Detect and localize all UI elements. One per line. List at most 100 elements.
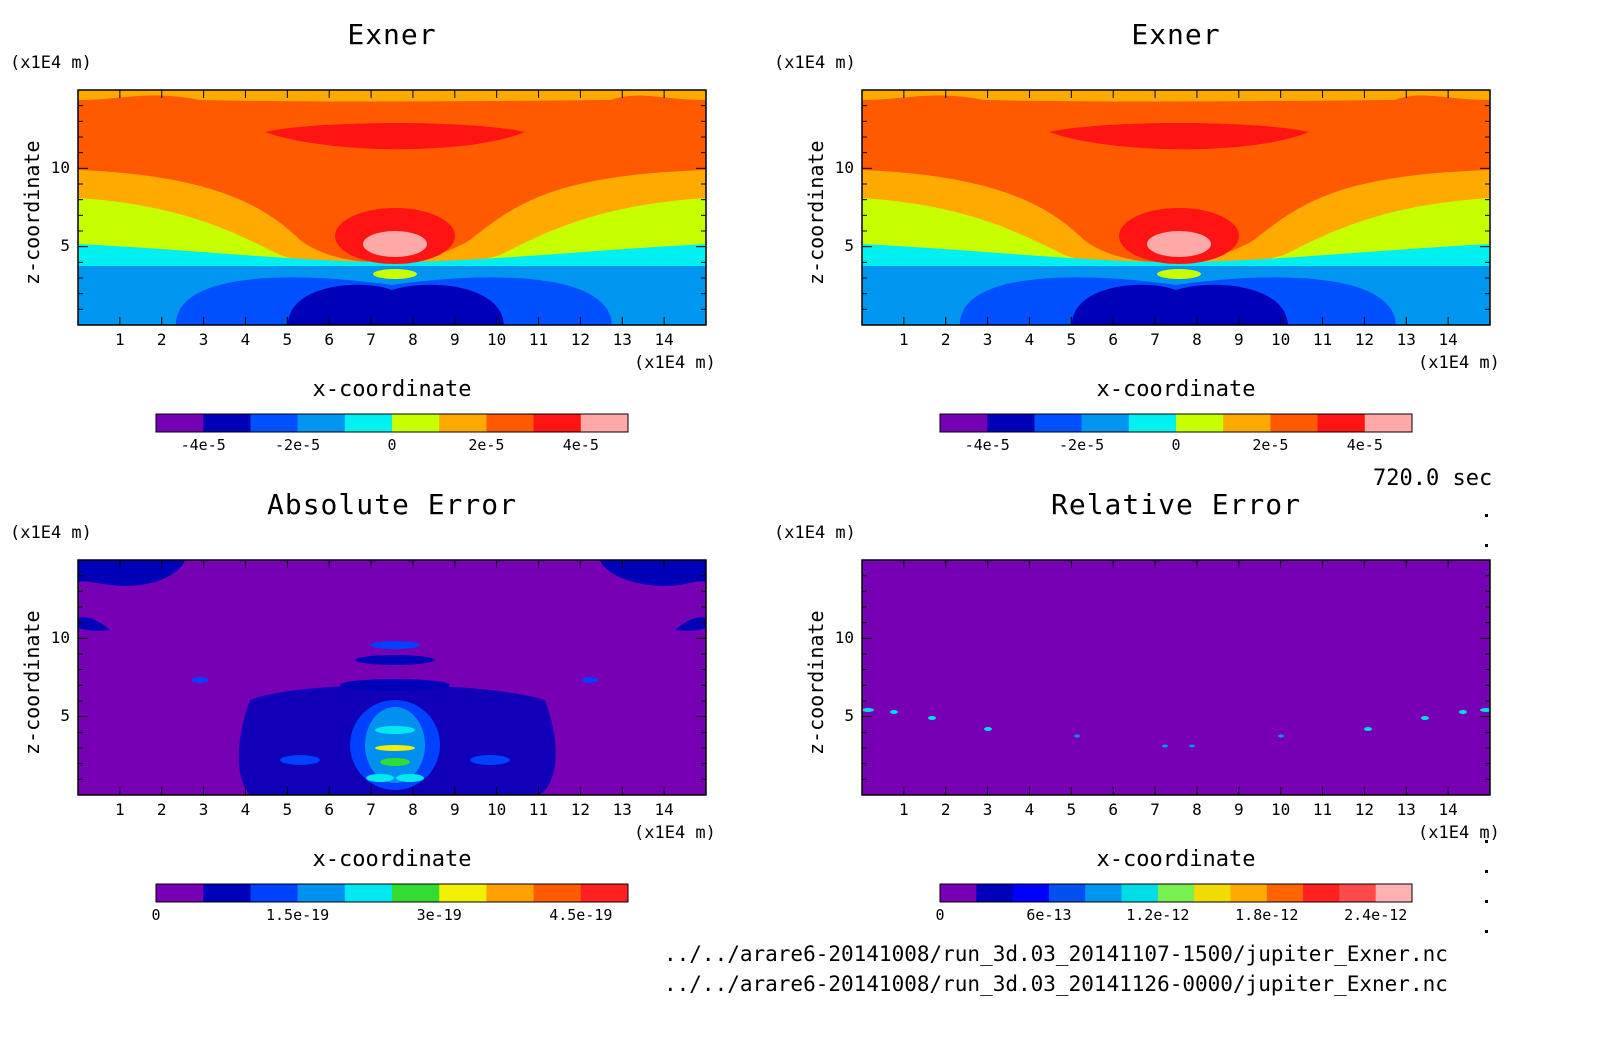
- colorbar-segment: [203, 414, 251, 432]
- colorbar-segment: [940, 414, 988, 432]
- x-tick-label: 1: [899, 800, 909, 819]
- x-tick-label: 9: [1233, 800, 1244, 819]
- x-tick-label: 8: [1192, 330, 1202, 349]
- x-tick-label: 11: [528, 800, 549, 819]
- x-tick-label: 4: [240, 800, 251, 819]
- y-tick-label: 10: [50, 628, 70, 647]
- x-axis-label: x-coordinate: [1096, 847, 1256, 872]
- x-tick-label: 7: [366, 800, 376, 819]
- colorbars: [155, 413, 1413, 903]
- x-axis-label: x-coordinate: [312, 377, 472, 402]
- dot-marker: [1485, 900, 1488, 903]
- colorbar-segment: [439, 884, 487, 902]
- x-tick-label: 13: [1396, 330, 1416, 349]
- axis-ticks: [78, 90, 1490, 795]
- x-tick-label: 2: [940, 800, 951, 819]
- colorbar-frame: [939, 883, 1413, 903]
- file-path-1: ../../arare6-20141008/run_3d.03_20141107…: [664, 942, 1448, 966]
- colorbar-segment: [1375, 884, 1413, 902]
- colorbar-segment: [1339, 884, 1377, 902]
- x-tick-label: 12: [1354, 800, 1375, 819]
- colorbar-segment: [1085, 884, 1123, 902]
- x-tick-label: 2: [940, 330, 951, 349]
- colorbar-label: 2e-5: [1252, 436, 1289, 454]
- x-tick-label: 7: [366, 330, 376, 349]
- x-tick-label: 8: [1192, 800, 1202, 819]
- x-tick-label: 11: [528, 330, 549, 349]
- x-tick-label: 1: [115, 330, 125, 349]
- colorbar-segment: [580, 414, 629, 432]
- dot-marker: [1485, 930, 1488, 933]
- colorbar-segment: [1128, 414, 1177, 432]
- x-tick-label: 5: [1066, 800, 1077, 819]
- x-tick-label: 1: [899, 330, 909, 349]
- x-unit-label: (x1E4 m): [634, 353, 716, 373]
- colorbar-frame: [155, 413, 629, 433]
- colorbar-segment: [392, 414, 440, 432]
- x-tick-label: 1: [115, 800, 125, 819]
- x-tick-label: 11: [1312, 800, 1333, 819]
- x-tick-label: 5: [1066, 330, 1077, 349]
- colorbar-label: 3e-19: [416, 906, 462, 924]
- x-tick-label: 13: [612, 800, 632, 819]
- x-tick-label: 10: [1271, 330, 1291, 349]
- x-tick-label: 3: [198, 800, 209, 819]
- colorbar-segment: [940, 884, 977, 902]
- colorbar-segment: [1176, 414, 1224, 432]
- colorbar-segment: [203, 884, 251, 902]
- dot-marker: [1485, 870, 1488, 873]
- colorbar-segment: [297, 884, 346, 902]
- panel-title: Exner: [347, 18, 437, 51]
- x-tick-label: 5: [282, 330, 293, 349]
- colorbar-segment: [486, 884, 535, 902]
- colorbar-label: 1.5e-19: [265, 906, 330, 924]
- x-tick-label: 2: [156, 330, 167, 349]
- colorbar-segment: [1157, 884, 1195, 902]
- colorbar-segment: [1121, 884, 1159, 902]
- x-unit-label: (x1E4 m): [1418, 823, 1500, 843]
- colorbar-segment: [344, 414, 393, 432]
- x-tick-label: 4: [1024, 330, 1035, 349]
- colorbar-segment: [1012, 884, 1050, 902]
- colorbar-segment: [533, 414, 582, 432]
- x-tick-label: 7: [1150, 330, 1160, 349]
- colorbar-segment: [1266, 884, 1304, 902]
- y-unit-label: (x1E4 m): [774, 53, 856, 73]
- x-tick-label: 6: [1108, 330, 1118, 349]
- plot-frame: [861, 89, 1491, 326]
- relative-error-field: [862, 560, 1490, 795]
- x-tick-label: 14: [1438, 800, 1458, 819]
- colorbar-label: -2e-5: [275, 436, 321, 454]
- panel-title: Relative Error: [1050, 488, 1301, 521]
- plot-frame: [77, 89, 707, 326]
- colorbar-label: 4e-5: [562, 436, 599, 454]
- x-tick-label: 14: [654, 330, 674, 349]
- colorbar-label: 0: [151, 906, 161, 924]
- x-tick-label: 8: [408, 330, 418, 349]
- y-tick-label: 10: [50, 158, 70, 177]
- colorbar-segment: [1223, 414, 1271, 432]
- colorbar-label: 0: [935, 906, 945, 924]
- x-tick-label: 14: [1438, 330, 1458, 349]
- y-tick-label: 5: [60, 706, 70, 725]
- x-tick-label: 9: [449, 800, 460, 819]
- x-tick-label: 7: [1150, 800, 1160, 819]
- y-tick-label: 5: [844, 236, 854, 255]
- colorbar-label: 1.8e-12: [1235, 906, 1299, 924]
- x-axis-label: x-coordinate: [1096, 377, 1256, 402]
- x-tick-label: 6: [1108, 800, 1118, 819]
- x-tick-label: 12: [1354, 330, 1375, 349]
- colorbar-segment: [156, 414, 204, 432]
- colorbar-segment: [1364, 414, 1413, 432]
- colorbar-segment: [344, 884, 393, 902]
- x-tick-label: 8: [408, 800, 418, 819]
- colorbar-segment: [1230, 884, 1268, 902]
- colorbar-segment: [250, 414, 299, 432]
- x-tick-label: 11: [1312, 330, 1333, 349]
- dot-marker: [1485, 840, 1488, 843]
- x-unit-label: (x1E4 m): [634, 823, 716, 843]
- x-tick-label: 10: [1271, 800, 1291, 819]
- x-tick-label: 2: [156, 800, 167, 819]
- time-label: 720.0 sec: [1373, 466, 1493, 491]
